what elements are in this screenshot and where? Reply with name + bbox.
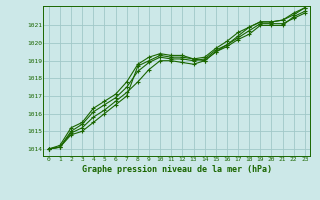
X-axis label: Graphe pression niveau de la mer (hPa): Graphe pression niveau de la mer (hPa) — [82, 165, 272, 174]
